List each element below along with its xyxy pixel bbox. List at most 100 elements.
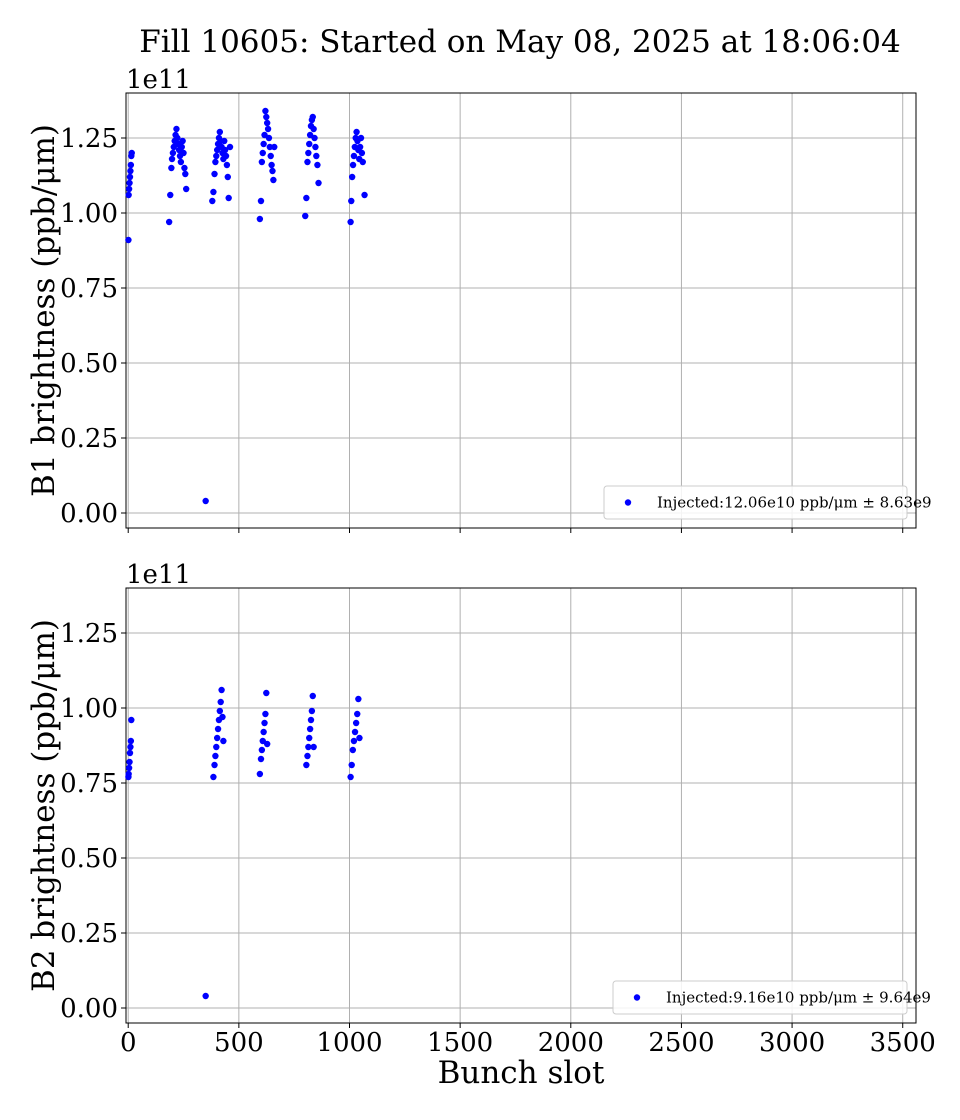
data-point: [269, 167, 276, 175]
data-point: [226, 143, 234, 151]
data-point: [125, 236, 132, 244]
data-point: [216, 707, 224, 715]
y-tick-label: 0.75: [60, 274, 118, 304]
data-point: [349, 161, 357, 169]
data-point: [210, 188, 217, 196]
data-point: [347, 773, 354, 781]
data-point: [257, 197, 265, 205]
data-point: [263, 740, 271, 748]
data-point: [221, 146, 229, 154]
data-point: [310, 125, 317, 133]
data-point: [347, 218, 354, 226]
data-point: [167, 191, 174, 199]
data-point: [260, 728, 267, 736]
data-point: [303, 761, 310, 769]
data-point: [258, 746, 266, 754]
data-point: [127, 161, 135, 169]
data-point: [182, 185, 190, 193]
y-axis-label: B2 brightness (ppb/μm): [26, 619, 62, 992]
x-tick-label: 3500: [870, 1028, 936, 1058]
y-tick-label: 1.00: [60, 694, 118, 724]
data-point: [178, 143, 185, 151]
data-point: [348, 197, 355, 205]
y-tick-label: 0.50: [60, 844, 118, 874]
data-point: [174, 134, 181, 142]
legend: Injected:9.16e10 ppb/μm ± 9.64e9: [612, 980, 931, 1015]
y-tick-label: 0.25: [60, 424, 118, 454]
data-point: [173, 125, 180, 133]
data-point: [302, 212, 309, 220]
data-point: [305, 743, 312, 751]
x-tick-label: 2500: [648, 1028, 714, 1058]
x-tick-label: 3000: [759, 1028, 825, 1058]
data-point: [309, 692, 316, 700]
data-point: [356, 143, 364, 151]
data-point: [260, 140, 267, 148]
data-point: [305, 149, 312, 157]
data-point: [179, 137, 186, 145]
data-point: [263, 119, 271, 127]
data-point: [168, 155, 176, 163]
data-point: [127, 167, 134, 175]
x-tick-label: 1500: [427, 1028, 493, 1058]
data-point: [303, 194, 310, 202]
data-point: [212, 158, 219, 166]
data-point: [212, 752, 219, 760]
data-point: [125, 770, 132, 778]
y-offset-label: 1e11: [126, 560, 191, 590]
data-point: [358, 149, 366, 157]
data-point: [126, 173, 134, 181]
data-point: [311, 134, 318, 142]
data-point: [312, 143, 319, 151]
data-point: [126, 758, 133, 766]
data-point: [216, 128, 224, 136]
data-point: [128, 149, 135, 157]
data-point: [165, 218, 173, 226]
data-point: [126, 179, 133, 187]
data-point: [268, 161, 275, 169]
data-point: [223, 161, 231, 169]
data-point: [304, 158, 311, 166]
plot-frame: [125, 92, 917, 529]
data-point: [262, 107, 269, 115]
data-point: [310, 743, 317, 751]
data-point: [256, 215, 264, 223]
x-tick-label: 500: [214, 1028, 264, 1058]
data-point: [213, 152, 220, 160]
x-tick-label: 1000: [316, 1028, 382, 1058]
data-point: [353, 128, 360, 136]
data-point: [270, 176, 277, 184]
data-point: [257, 755, 265, 763]
y-tick-label: 1.25: [60, 619, 118, 649]
data-point: [202, 992, 209, 1000]
y-axis-label: B1 brightness (ppb/μm): [26, 124, 62, 497]
data-point: [127, 737, 135, 745]
data-point: [351, 728, 359, 736]
data-point: [218, 686, 225, 694]
data-point: [259, 149, 266, 157]
data-point: [352, 719, 360, 727]
y-tick-label: 0.00: [60, 994, 118, 1024]
data-point: [266, 143, 274, 151]
data-point: [209, 197, 216, 205]
data-point: [213, 743, 220, 751]
y-offset-label: 1e11: [126, 65, 191, 95]
data-point: [263, 113, 270, 121]
y-tick-label: 0.75: [60, 769, 118, 799]
data-point: [350, 152, 358, 160]
data-point: [313, 152, 320, 160]
legend-label: Injected:12.06e10 ppb/μm ± 8.63e9: [657, 494, 932, 512]
data-point: [224, 173, 231, 181]
data-point: [350, 737, 358, 745]
data-point: [361, 191, 368, 199]
data-point: [309, 113, 316, 121]
legend: Injected:12.06e10 ppb/μm ± 8.63e9: [603, 485, 932, 520]
data-point: [315, 179, 322, 187]
data-point: [181, 164, 188, 172]
data-point: [267, 152, 274, 160]
data-point: [306, 725, 314, 733]
data-point: [127, 743, 134, 751]
data-point: [359, 158, 366, 166]
data-point: [349, 746, 357, 754]
chart-title: Fill 10605: Started on May 08, 2025 at 1…: [139, 24, 901, 60]
